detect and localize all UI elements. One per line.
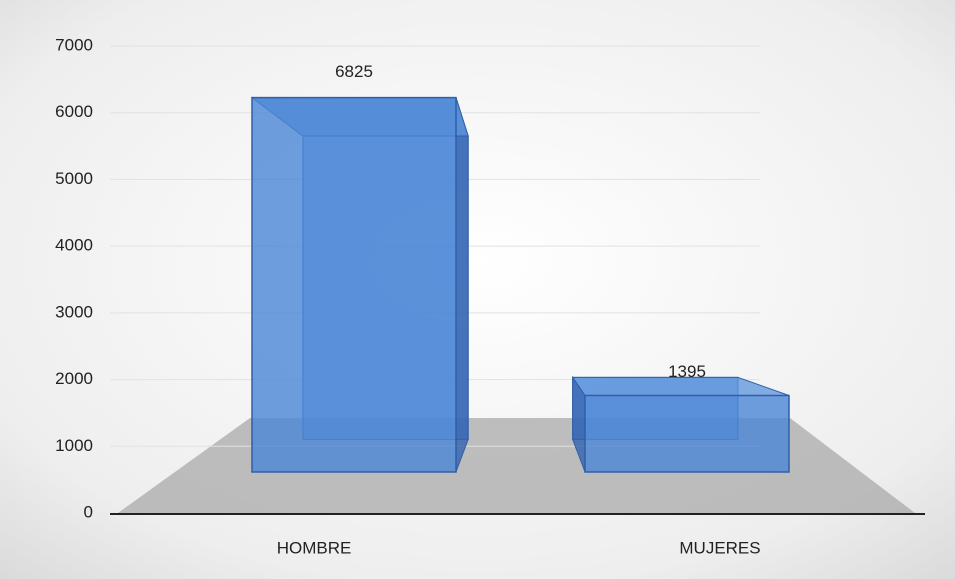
y-tick-label: 6000 xyxy=(55,102,93,121)
y-tick-label: 7000 xyxy=(55,35,93,54)
y-tick-label: 3000 xyxy=(55,302,93,321)
y-tick-label: 5000 xyxy=(55,169,93,188)
bar xyxy=(251,96,457,473)
data-label: 6825 xyxy=(335,62,373,81)
y-tick-label: 4000 xyxy=(55,236,93,255)
floor xyxy=(118,418,915,513)
bar xyxy=(584,394,790,473)
y-tick-label: 1000 xyxy=(55,436,93,455)
y-tick-label: 2000 xyxy=(55,369,93,388)
x-tick-label: HOMBRE xyxy=(277,538,352,557)
y-tick-label: 0 xyxy=(84,502,93,521)
bar-side xyxy=(455,97,469,473)
x-tick-label: MUJERES xyxy=(679,538,760,557)
data-label: 1395 xyxy=(668,362,706,381)
